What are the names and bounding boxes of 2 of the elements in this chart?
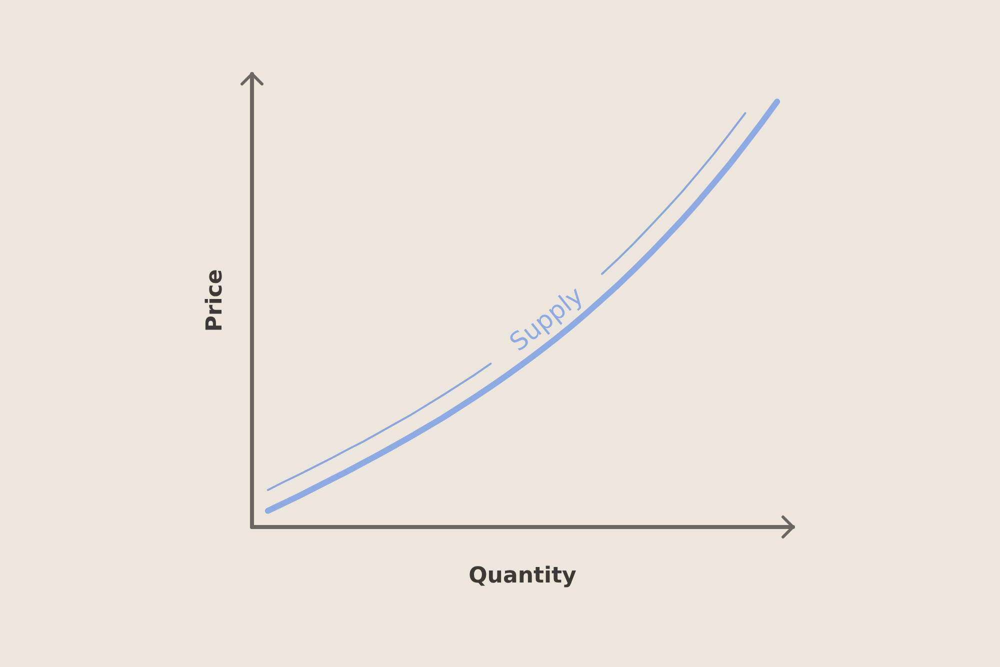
x-axis-title: Quantity — [468, 564, 576, 588]
y-axis-title: Price — [202, 269, 228, 332]
